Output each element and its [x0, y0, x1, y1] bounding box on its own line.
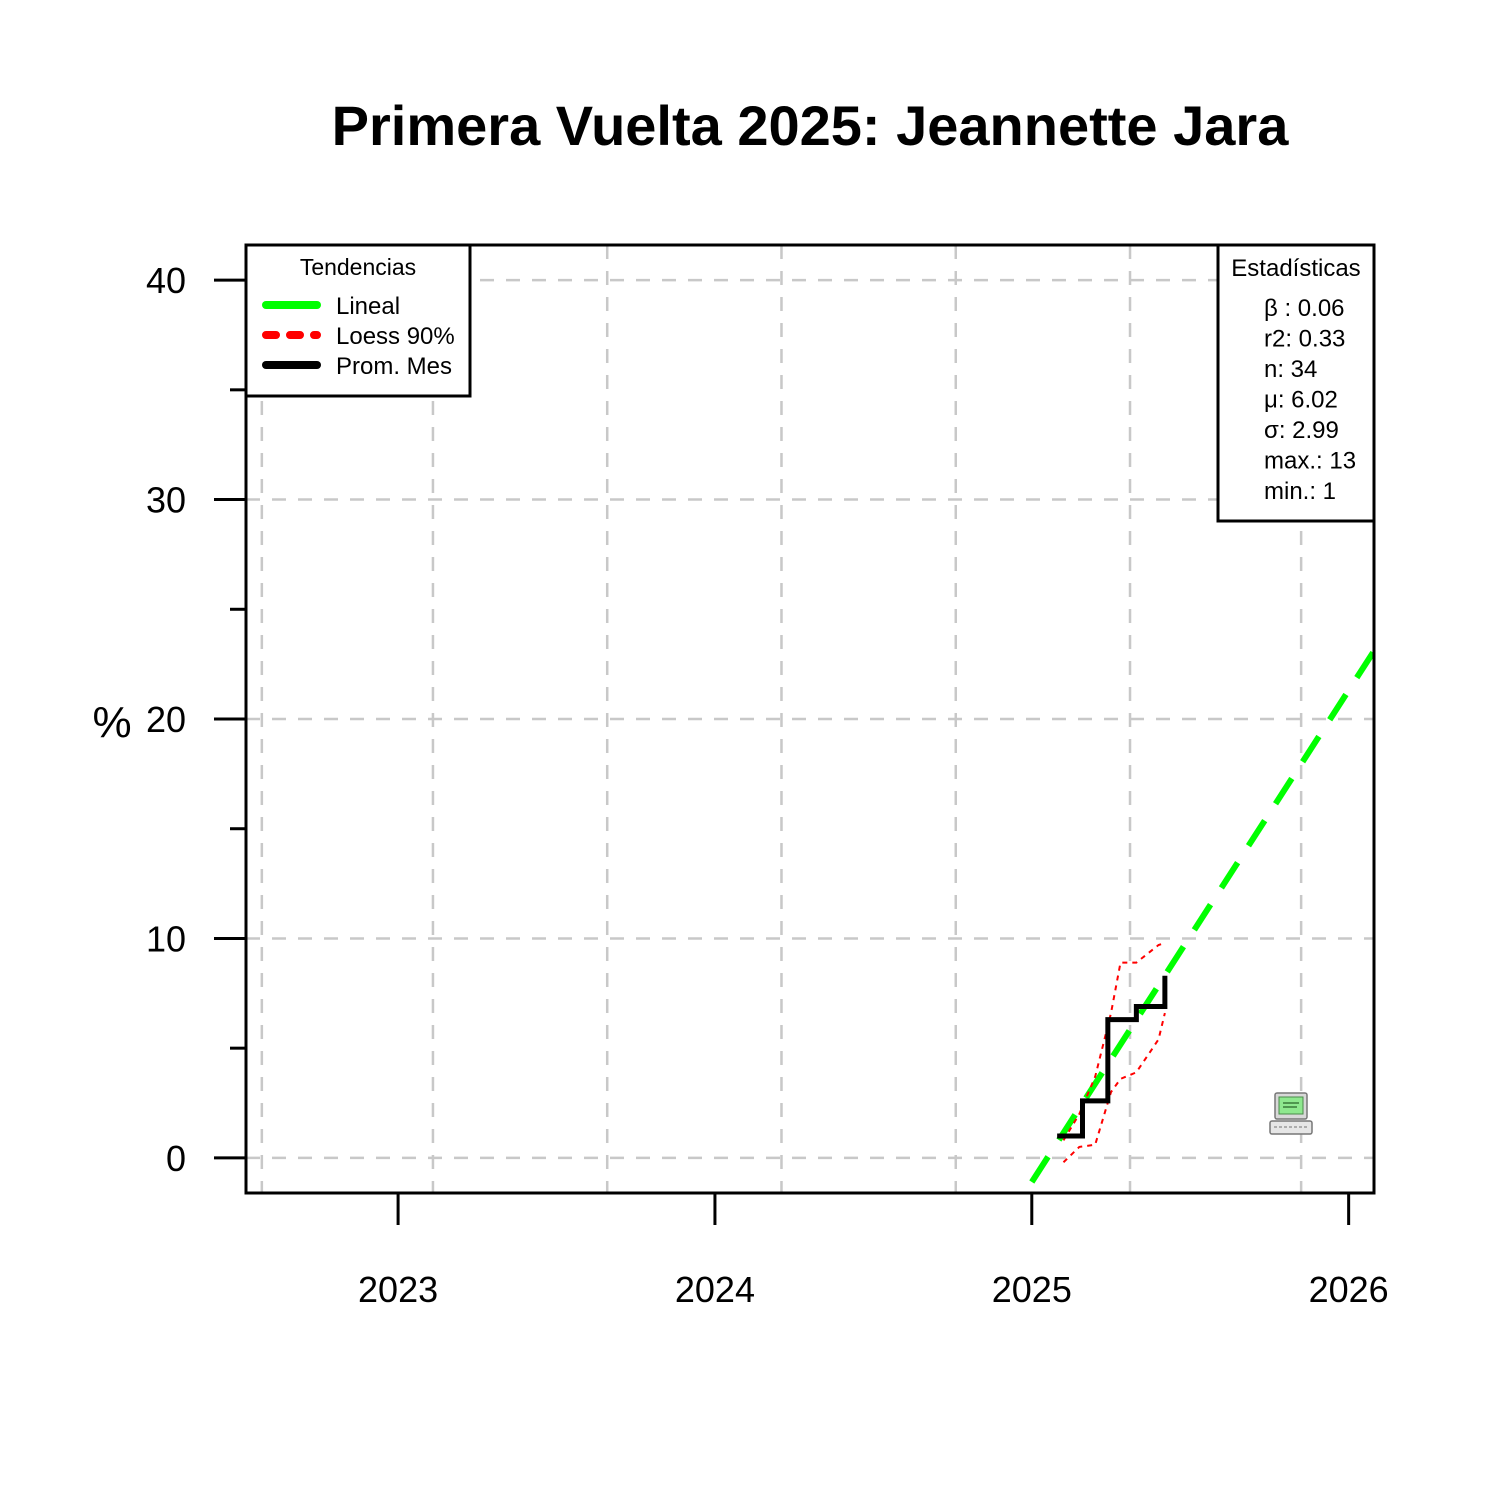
legend-label: Prom. Mes [336, 353, 452, 380]
x-tick-label: 2023 [358, 1269, 438, 1310]
loess-upper-line [1062, 941, 1166, 1141]
y-tick-label: 20 [146, 699, 186, 740]
stats-line: n: 34 [1264, 356, 1317, 383]
y-tick-label: 0 [166, 1138, 186, 1179]
stats-line: r2: 0.33 [1264, 326, 1345, 353]
x-tick-label: 2026 [1309, 1269, 1389, 1310]
chart-title: Primera Vuelta 2025: Jeannette Jara [332, 94, 1290, 157]
y-axis-label: % [92, 698, 131, 747]
y-tick-label: 10 [146, 918, 186, 959]
stats-line: μ: 6.02 [1264, 387, 1338, 414]
x-tick-label: 2024 [675, 1269, 755, 1310]
stats-lines: β : 0.06 r2: 0.33 n: 34 μ: 6.02 σ: 2.99 max.:… [1264, 295, 1356, 505]
y-axis: 0 10 20 30 40 [146, 260, 246, 1179]
stats-line: min.: 1 [1264, 478, 1336, 505]
series-layer [1029, 649, 1377, 1184]
legend-label: Lineal [336, 293, 400, 320]
legend-box [244, 243, 472, 398]
y-tick-label: 40 [146, 260, 186, 301]
legend-items: Lineal Loess 90% Prom. Mes [262, 293, 455, 380]
x-axis: 2023 2024 2025 2026 [358, 1193, 1389, 1310]
legend-title: Tendencias [300, 254, 416, 280]
stats-frame [1216, 243, 1376, 523]
stats-box: Estadísticas β : 0.06 r2: 0.33 n: 34 μ: 6.0… [1216, 243, 1376, 523]
computer-icon [1269, 1092, 1313, 1135]
stats-line: σ: 2.99 [1264, 417, 1339, 444]
stats-line: β : 0.06 [1264, 295, 1345, 322]
legend-label: Loess 90% [336, 323, 455, 350]
stats-title: Estadísticas [1231, 255, 1360, 282]
stats-line: max.: 13 [1264, 448, 1356, 475]
legend: Tendencias Lineal Loess 90% Prom. Mes [244, 243, 472, 398]
x-tick-label: 2025 [992, 1269, 1072, 1310]
loess-lower-line [1062, 1012, 1166, 1163]
y-tick-label: 30 [146, 480, 186, 521]
